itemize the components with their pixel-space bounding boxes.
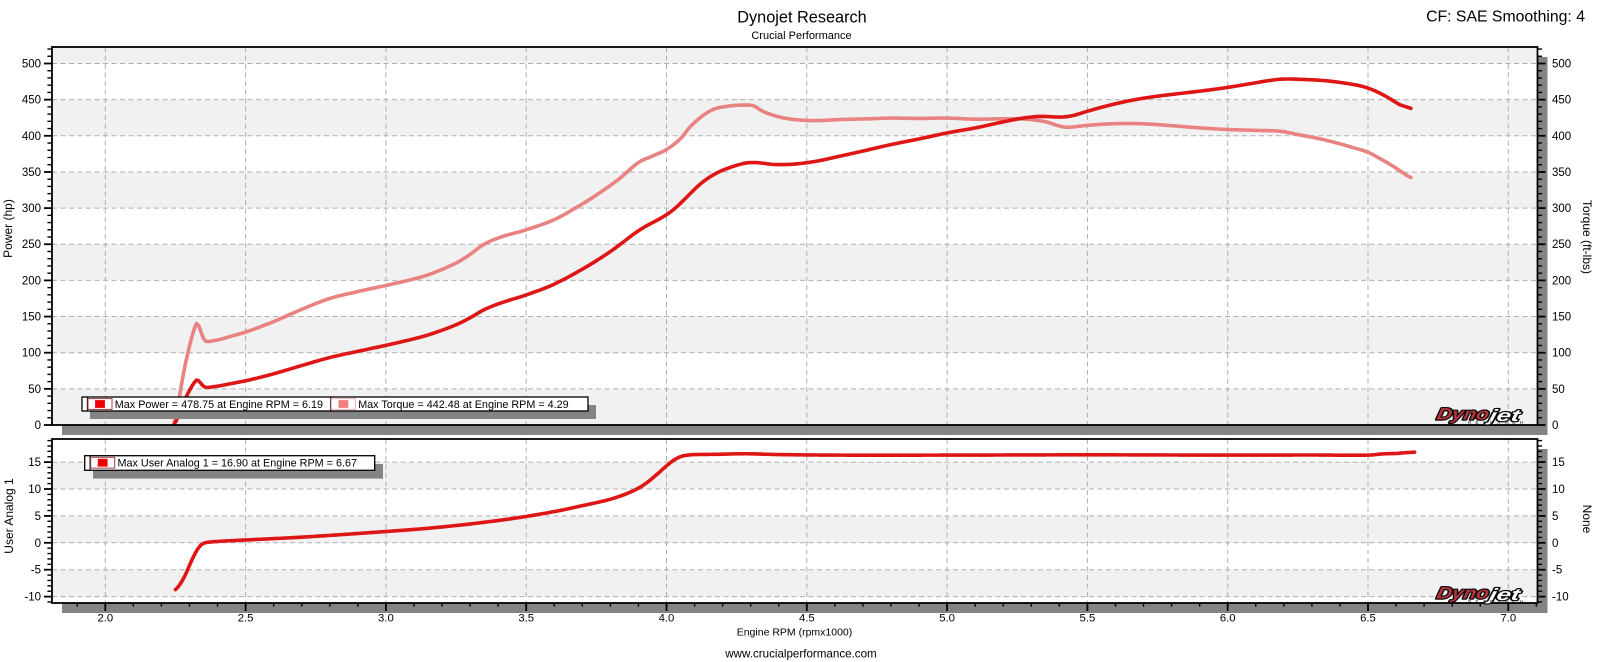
svg-text:500: 500 — [22, 59, 41, 71]
svg-text:RESEARCH: RESEARCH — [1468, 420, 1527, 425]
svg-text:None: None — [1580, 505, 1594, 534]
svg-text:500: 500 — [1552, 59, 1571, 71]
svg-text:7.0: 7.0 — [1500, 612, 1516, 624]
svg-text:5.0: 5.0 — [939, 612, 955, 624]
svg-text:250: 250 — [22, 239, 41, 251]
svg-text:4.5: 4.5 — [799, 612, 815, 624]
svg-text:15: 15 — [28, 457, 41, 469]
svg-text:2.5: 2.5 — [238, 612, 254, 624]
svg-text:100: 100 — [1552, 348, 1571, 360]
svg-text:150: 150 — [1552, 312, 1571, 324]
svg-text:-5: -5 — [31, 565, 41, 577]
svg-text:5: 5 — [1552, 511, 1558, 523]
svg-text:3.5: 3.5 — [518, 612, 534, 624]
svg-text:0: 0 — [35, 420, 41, 432]
svg-text:www.crucialperformance.com: www.crucialperformance.com — [724, 648, 876, 661]
svg-text:Dyno: Dyno — [1435, 584, 1491, 603]
svg-text:50: 50 — [28, 384, 41, 396]
svg-text:Crucial Performance: Crucial Performance — [751, 30, 851, 42]
svg-text:jet: jet — [1485, 585, 1524, 604]
svg-text:15: 15 — [1552, 457, 1565, 469]
svg-text:100: 100 — [22, 348, 41, 360]
svg-text:400: 400 — [1552, 131, 1571, 143]
svg-text:Dynojet Research: Dynojet Research — [737, 9, 866, 27]
svg-text:300: 300 — [1552, 203, 1571, 215]
svg-text:2.0: 2.0 — [97, 612, 113, 624]
svg-text:Torque (ft-lbs): Torque (ft-lbs) — [1580, 200, 1594, 274]
svg-text:Max User Analog 1 = 16.90 at E: Max User Analog 1 = 16.90 at Engine RPM … — [118, 458, 357, 470]
svg-text:450: 450 — [1552, 95, 1571, 107]
svg-text:6.0: 6.0 — [1220, 612, 1236, 624]
svg-text:200: 200 — [1552, 275, 1571, 287]
svg-text:50: 50 — [1552, 384, 1565, 396]
svg-text:10: 10 — [28, 484, 41, 496]
svg-text:300: 300 — [22, 203, 41, 215]
svg-text:Dyno: Dyno — [1435, 405, 1491, 424]
svg-text:Max Torque = 442.48 at Engine: Max Torque = 442.48 at Engine RPM = 4.29 — [358, 399, 568, 411]
svg-text:3.0: 3.0 — [378, 612, 394, 624]
svg-text:-10: -10 — [1552, 592, 1569, 604]
svg-text:0: 0 — [1552, 420, 1558, 432]
svg-text:Max Power = 478.75 at Engine R: Max Power = 478.75 at Engine RPM = 6.19 — [115, 399, 323, 411]
svg-text:0: 0 — [1552, 538, 1558, 550]
svg-text:5: 5 — [35, 511, 41, 523]
svg-text:400: 400 — [22, 131, 41, 143]
svg-text:5.5: 5.5 — [1080, 612, 1096, 624]
svg-text:-10: -10 — [24, 592, 41, 604]
svg-text:350: 350 — [22, 167, 41, 179]
svg-text:250: 250 — [1552, 239, 1571, 251]
svg-text:0: 0 — [35, 538, 41, 550]
svg-text:User Analog 1: User Analog 1 — [2, 478, 16, 554]
svg-text:4.0: 4.0 — [659, 612, 675, 624]
svg-text:450: 450 — [22, 95, 41, 107]
svg-text:10: 10 — [1552, 484, 1565, 496]
svg-text:RESEARCH: RESEARCH — [1468, 599, 1527, 604]
svg-text:-5: -5 — [1552, 565, 1562, 577]
svg-text:Power (hp): Power (hp) — [1, 199, 15, 258]
svg-text:350: 350 — [1552, 167, 1571, 179]
svg-text:6.5: 6.5 — [1360, 612, 1376, 624]
svg-text:150: 150 — [22, 312, 41, 324]
svg-text:jet: jet — [1485, 406, 1524, 425]
svg-text:Engine RPM (rpmx1000): Engine RPM (rpmx1000) — [737, 627, 853, 639]
svg-text:CF: SAE Smoothing: 4: CF: SAE Smoothing: 4 — [1426, 9, 1585, 26]
svg-text:200: 200 — [22, 275, 41, 287]
